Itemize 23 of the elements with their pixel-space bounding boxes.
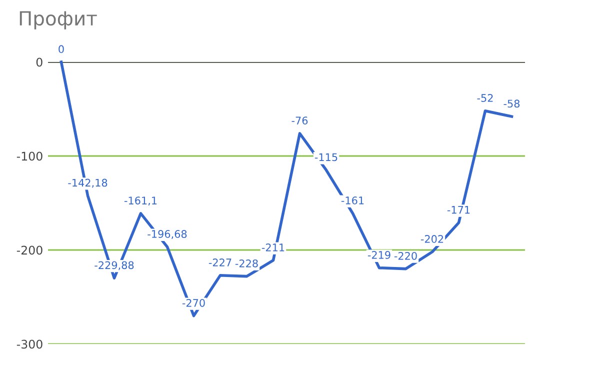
data-label: -219 — [368, 251, 390, 259]
data-label: -161,1 — [124, 196, 157, 206]
y-tick-label: 0 — [36, 58, 42, 67]
data-label: -58 — [504, 100, 520, 108]
chart-title: Профит — [20, 11, 97, 30]
y-tick-label: -100 — [16, 152, 42, 161]
data-label: -228 — [235, 259, 258, 268]
y-tick-label: -300 — [16, 340, 42, 349]
data-label: -115 — [314, 153, 338, 162]
data-label: -52 — [477, 94, 493, 102]
data-label: -229,88 — [94, 261, 134, 270]
data-label: -220 — [394, 252, 417, 260]
data-label: -211 — [262, 244, 284, 252]
data-label: -270 — [182, 298, 205, 307]
data-label: -142,18 — [68, 178, 108, 188]
data-label: -202 — [420, 235, 444, 243]
y-tick-label: -200 — [16, 246, 42, 255]
data-label: -161 — [341, 196, 364, 204]
data-label: -196,68 — [148, 230, 187, 239]
data-label: -227 — [208, 258, 232, 266]
data-label: 0 — [58, 45, 64, 54]
data-label: -171 — [447, 206, 470, 214]
data-label: -76 — [292, 116, 308, 124]
